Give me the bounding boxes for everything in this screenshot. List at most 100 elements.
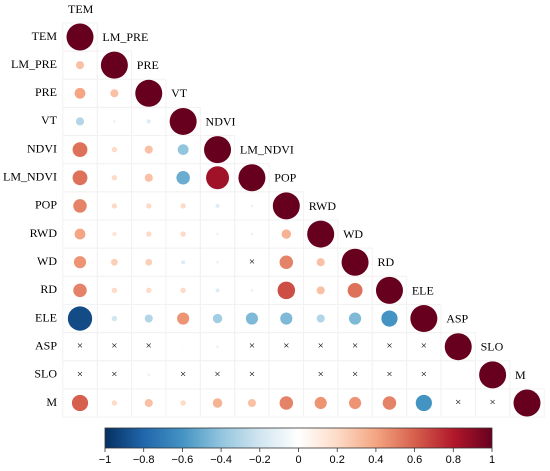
corr-circle: [316, 258, 325, 267]
corr-circle: [180, 287, 186, 294]
row-label: VT: [41, 113, 58, 127]
column-label: M: [515, 368, 526, 382]
corr-circle: [513, 389, 541, 417]
corr-circle: [281, 229, 292, 239]
row-label: M: [46, 395, 57, 409]
corr-circle: [375, 276, 403, 304]
column-label: POP: [274, 171, 296, 185]
corr-circle: [110, 89, 119, 98]
corr-circle: [180, 203, 186, 209]
corr-circle: [73, 256, 87, 269]
corr-circle: [146, 287, 152, 294]
corr-circle: [204, 136, 232, 164]
nonsignificant-mark: ×: [455, 397, 461, 409]
corr-circle: [145, 258, 153, 266]
corr-circle: [146, 203, 152, 209]
column-label: RWD: [309, 199, 337, 213]
column-label: TEM: [68, 2, 94, 16]
corr-circle: [144, 173, 153, 182]
nonsignificant-mark: ×: [77, 368, 83, 380]
nonsignificant-mark: ×: [214, 368, 220, 380]
nonsignificant-mark: ×: [318, 368, 324, 380]
corr-circle: [72, 142, 88, 158]
corr-circle: [272, 192, 300, 220]
corr-circle: [75, 61, 85, 70]
column-label: WD: [343, 227, 363, 241]
corr-circle: [111, 175, 118, 181]
row-label: LM_PRE: [11, 57, 57, 71]
corr-circle: [341, 248, 369, 276]
corr-circle: [67, 306, 93, 331]
column-label: ELE: [412, 283, 434, 297]
row-label: SLO: [34, 367, 57, 381]
corr-circle: [74, 87, 86, 99]
corr-circle: [100, 51, 128, 79]
corr-circle: [250, 232, 254, 236]
row-label: PRE: [35, 85, 57, 99]
nonsignificant-mark: ×: [421, 368, 427, 380]
corr-circle: [176, 171, 190, 185]
colorbar-tick-label: 0.8: [446, 454, 461, 466]
corr-circle: [316, 314, 325, 323]
corr-circle: [245, 312, 258, 325]
corr-circle: [216, 345, 219, 349]
column-label: SLO: [481, 340, 504, 354]
corr-circle: [111, 315, 118, 322]
corr-circle: [177, 144, 189, 156]
nonsignificant-mark: ×: [249, 256, 255, 268]
nonsignificant-mark: ×: [283, 340, 289, 352]
colorbar-tick-label: 0.6: [407, 454, 422, 466]
nonsignificant-mark: ×: [249, 340, 255, 352]
nonsignificant-mark: ×: [249, 368, 255, 380]
corr-circle: [146, 119, 151, 124]
colorbar-tick-label: −1: [99, 454, 112, 466]
corr-circle: [73, 199, 87, 213]
row-label: POP: [35, 198, 57, 212]
corr-circle: [169, 107, 197, 135]
corr-circle: [111, 258, 118, 266]
corr-circle: [75, 117, 85, 126]
corr-circle: [216, 232, 219, 236]
corr-circle: [216, 260, 219, 264]
corr-circle: [307, 220, 335, 248]
corr-circle: [457, 374, 459, 376]
corr-circle: [206, 166, 230, 190]
colorbar-tick-label: −0.6: [172, 454, 194, 466]
corr-circle: [112, 232, 117, 237]
corr-circle: [73, 283, 87, 298]
corr-circle: [72, 170, 88, 186]
corr-circle: [250, 204, 254, 208]
nonsignificant-mark: ×: [386, 368, 392, 380]
grid: [62, 22, 545, 418]
corr-circle: [410, 305, 438, 333]
corr-circle: [74, 228, 86, 240]
corr-circle: [113, 120, 116, 123]
row-label: WD: [37, 254, 57, 268]
corr-circle: [479, 361, 507, 389]
corr-circle: [347, 282, 363, 298]
colorbar-tick-label: −0.4: [210, 454, 232, 466]
row-label: ELE: [35, 310, 57, 324]
column-label: VT: [171, 86, 188, 100]
corr-circle: [247, 398, 256, 408]
cell: [509, 388, 545, 418]
corr-circle: [111, 146, 118, 153]
corr-circle: [147, 373, 151, 377]
corr-circle: [111, 203, 118, 209]
corr-circle: [111, 400, 118, 406]
corr-circle: [182, 346, 184, 348]
nonsignificant-mark: ×: [386, 340, 392, 352]
corr-circle: [381, 310, 398, 327]
nonsignificant-mark: ×: [352, 340, 358, 352]
row-label: RD: [40, 282, 57, 296]
column-label: LM_PRE: [102, 30, 148, 44]
corr-circle: [212, 313, 223, 324]
corr-circle: [215, 203, 220, 208]
column-label: RD: [377, 255, 394, 269]
row-label: NDVI: [27, 141, 57, 155]
colorbar-tick-label: 1: [489, 454, 495, 466]
nonsignificant-mark: ×: [490, 397, 496, 409]
colorbar-tick-label: 0.4: [368, 454, 383, 466]
corr-circle: [111, 287, 118, 294]
